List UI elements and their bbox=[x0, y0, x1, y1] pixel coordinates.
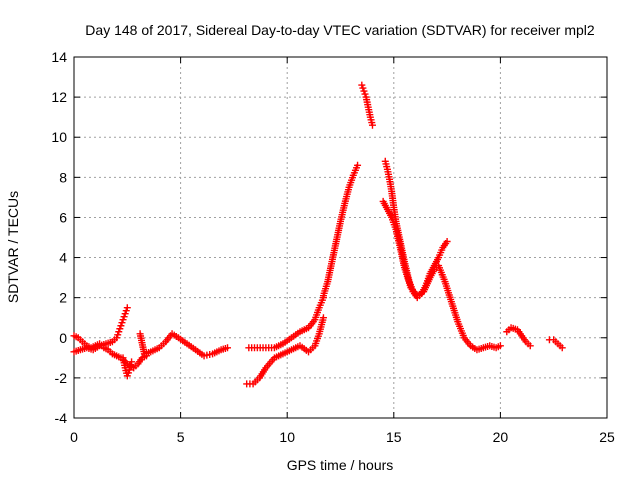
x-tick-label: 15 bbox=[386, 429, 402, 445]
x-tick-label: 20 bbox=[493, 429, 509, 445]
y-tick-label: 10 bbox=[51, 129, 67, 145]
series-rise bbox=[319, 161, 362, 300]
y-tick-label: 4 bbox=[59, 250, 67, 266]
data-point bbox=[224, 344, 232, 352]
y-tick-label: 14 bbox=[51, 49, 67, 65]
series-peak bbox=[358, 81, 376, 129]
y-tick-label: 0 bbox=[59, 330, 67, 346]
chart-title: Day 148 of 2017, Sidereal Day-to-day VTE… bbox=[85, 22, 595, 38]
x-tick-label: 0 bbox=[70, 429, 78, 445]
y-tick-label: -2 bbox=[55, 370, 68, 386]
x-tick-label: 5 bbox=[177, 429, 185, 445]
data-point bbox=[123, 304, 131, 312]
data-point bbox=[354, 161, 362, 169]
series-night-2 bbox=[70, 304, 131, 356]
data-point bbox=[526, 342, 534, 350]
series-late bbox=[545, 336, 566, 352]
y-axis-label: SDTVAR / TECUs bbox=[5, 191, 21, 303]
y-tick-label: 6 bbox=[59, 209, 67, 225]
axis-ticks: 0 5 10 15 20 25 -4 -2 0 2 4 6 8 10 12 14 bbox=[51, 49, 615, 445]
y-tick-label: -4 bbox=[55, 410, 68, 426]
y-tick-label: 2 bbox=[59, 290, 67, 306]
x-tick-label: 25 bbox=[599, 429, 615, 445]
data-point bbox=[558, 344, 566, 352]
series-morning-1 bbox=[245, 294, 327, 352]
series-decline-1 bbox=[381, 157, 451, 302]
x-axis-label: GPS time / hours bbox=[287, 457, 394, 473]
data-points bbox=[70, 81, 566, 388]
series-morning-2 bbox=[243, 314, 327, 388]
data-point bbox=[368, 121, 376, 129]
y-tick-label: 8 bbox=[59, 169, 67, 185]
data-point bbox=[496, 342, 504, 350]
series-day-low bbox=[136, 330, 232, 360]
plot-frame bbox=[73, 56, 608, 419]
series-dip bbox=[119, 354, 136, 380]
data-point bbox=[443, 238, 451, 246]
y-tick-label: 12 bbox=[51, 89, 67, 105]
series-decline-2 bbox=[379, 197, 504, 354]
x-tick-label: 10 bbox=[279, 429, 295, 445]
series-evening bbox=[503, 324, 534, 350]
data-point bbox=[319, 314, 327, 322]
data-point bbox=[128, 358, 136, 366]
series-night-1 bbox=[70, 332, 150, 372]
